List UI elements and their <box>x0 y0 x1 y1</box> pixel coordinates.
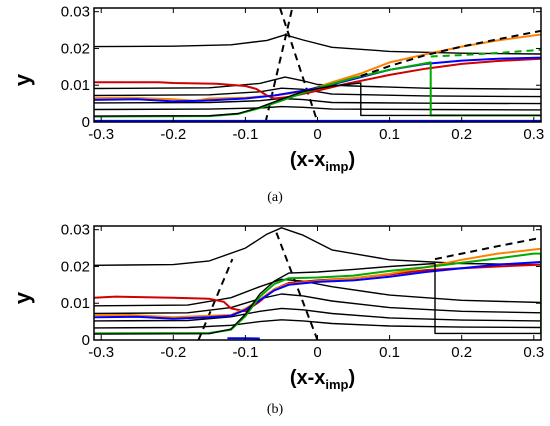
y-tick-label-b-0: 0 <box>82 332 90 349</box>
series-line-a-7 <box>94 57 541 100</box>
series-line-b-13 <box>434 236 541 261</box>
series-line-b-3 <box>94 307 541 322</box>
x-tick-label-b-4: 0.1 <box>379 344 400 361</box>
panel-caption-a: (a) <box>267 190 283 205</box>
y-axis-label-a: y <box>10 73 35 86</box>
series-line-a-5 <box>264 8 294 122</box>
x-tick-label-a-3: 0 <box>313 126 321 143</box>
series-line-a-6 <box>279 8 319 122</box>
series-group-b <box>94 227 541 340</box>
series-line-a-2 <box>94 87 541 98</box>
series-line-b-4 <box>94 319 541 329</box>
x-tick-label-b-3: 0 <box>313 344 321 361</box>
x-tick-label-b-5: 0.2 <box>451 344 472 361</box>
y-tick-label-b-1: 0.01 <box>61 295 90 312</box>
series-group-a <box>94 8 541 122</box>
y-tick-label-a-1: 0.01 <box>61 77 90 94</box>
chart-panel-a: -0.3 -0.2 -0.1 0 0.1 0.2 0.3 0 0.01 0.02 0.03 y (x-x… <box>10 4 544 205</box>
x-tick-label-a-1: -0.2 <box>160 126 186 143</box>
y-tick-label-a-0: 0 <box>82 114 90 131</box>
x-tick-label-a-5: 0.2 <box>451 126 472 143</box>
series-line-b-9 <box>94 261 541 320</box>
y-tick-label-b-3: 0.03 <box>61 222 90 239</box>
x-tick-label-a-6: 0.3 <box>523 126 544 143</box>
x-tick-label-b-1: -0.2 <box>160 344 186 361</box>
y-tick-label-b-2: 0.02 <box>61 258 90 275</box>
series-line-b-5 <box>197 258 234 340</box>
x-tick-label-a-2: -0.1 <box>232 126 258 143</box>
series-line-b-2 <box>94 293 541 315</box>
x-tick-label-b-6: 0.3 <box>523 344 544 361</box>
x-tick-label-b-0: -0.3 <box>88 344 114 361</box>
x-axis-label-b: (x-ximp) <box>290 367 355 392</box>
series-line-a-12 <box>430 48 541 58</box>
series-line-a-0 <box>94 34 541 55</box>
x-tick-label-a-4: 0.1 <box>379 126 400 143</box>
x-tick-label-b-2: -0.1 <box>232 344 258 361</box>
series-line-a-14 <box>360 29 541 77</box>
series-line-b-1 <box>94 278 541 307</box>
x-tick-label-a-0: -0.3 <box>88 126 114 143</box>
series-line-b-12 <box>94 262 541 335</box>
series-line-a-4 <box>94 105 541 111</box>
series-line-b-0 <box>94 227 541 266</box>
plot-frame-a <box>93 7 542 123</box>
y-axis-label-b: y <box>10 291 35 304</box>
y-tick-label-a-2: 0.02 <box>61 40 90 57</box>
y-tick-label-a-3: 0.03 <box>61 4 90 21</box>
series-line-a-3 <box>94 97 541 105</box>
series-line-a-13 <box>94 82 541 117</box>
series-line-b-11 <box>94 252 541 335</box>
x-axis-label-a: (x-ximp) <box>290 149 355 174</box>
chart-panel-b: -0.3 -0.2 -0.1 0 0.1 0.2 0.3 0 0.01 0.02 0.03 y (x-x… <box>10 222 544 417</box>
panel-caption-b: (b) <box>267 402 284 417</box>
series-line-b-8 <box>94 247 541 319</box>
